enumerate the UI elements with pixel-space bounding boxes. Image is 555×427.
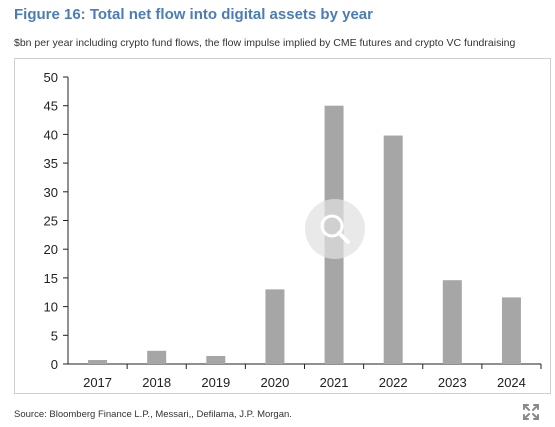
expand-icon[interactable]	[521, 402, 541, 422]
y-tick-label: 5	[51, 328, 58, 343]
y-tick-label: 35	[44, 156, 58, 171]
zoom-button[interactable]	[305, 199, 365, 259]
x-tick-label: 2022	[379, 375, 408, 390]
x-tick-label: 2023	[438, 375, 467, 390]
x-tick-label: 2021	[320, 375, 349, 390]
x-tick-label: 2024	[497, 375, 526, 390]
bar	[442, 280, 462, 364]
magnifier-icon	[320, 214, 350, 244]
y-tick-label: 20	[44, 242, 58, 257]
y-tick-label: 45	[44, 99, 58, 114]
source-note: Source: Bloomberg Finance L.P., Messari,…	[14, 409, 292, 420]
y-tick-label: 50	[44, 70, 58, 85]
bar	[147, 350, 167, 364]
y-tick-label: 0	[51, 357, 58, 372]
y-tick-label: 30	[44, 185, 58, 200]
x-tick-label: 2020	[260, 375, 289, 390]
bar-chart: 0 5 10 15 20 25 30 35 40 45 50 2017 2018 2019 2020 2021…	[44, 70, 542, 390]
y-tick-label: 10	[44, 300, 58, 315]
x-tick-label: 2019	[201, 375, 230, 390]
y-tick-label: 40	[44, 127, 58, 142]
bar	[265, 289, 285, 364]
y-tick-label: 15	[44, 271, 58, 286]
bar	[501, 297, 521, 364]
x-tick-label: 2018	[142, 375, 171, 390]
chart-subtitle: $bn per year including crypto fund flows…	[14, 37, 516, 49]
y-tick-label: 25	[44, 214, 58, 229]
x-tick-label: 2017	[83, 375, 112, 390]
chart-title: Figure 16: Total net flow into digital a…	[14, 6, 373, 23]
bar	[206, 355, 226, 364]
bar	[88, 359, 108, 364]
bar	[383, 135, 403, 364]
